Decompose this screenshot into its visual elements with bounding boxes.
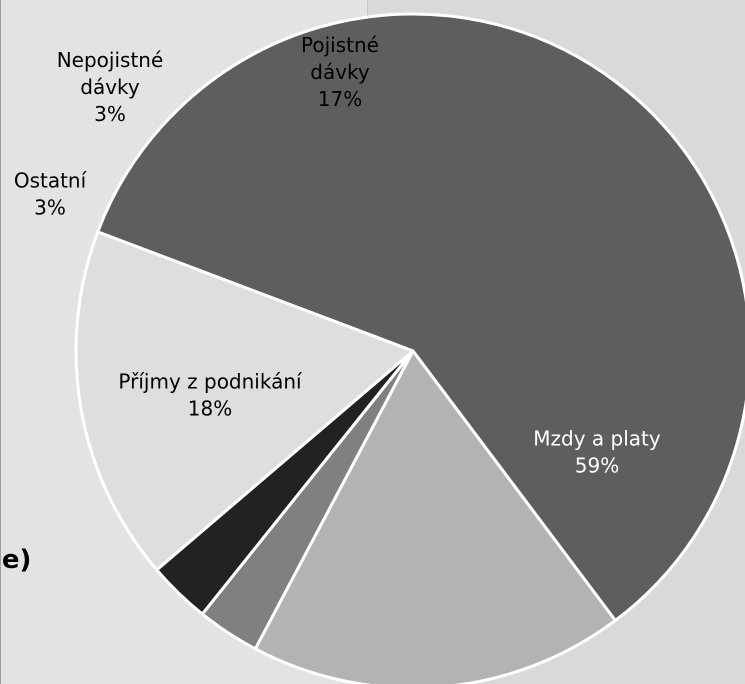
slice-percent-label: 17%	[318, 87, 362, 111]
slice-percent-label: 59%	[575, 454, 619, 478]
slice-percent-label: 18%	[188, 397, 232, 421]
slice-label: Pojistné dávky 17%	[301, 33, 379, 111]
left-border	[0, 0, 1, 684]
slice-label: Ostatní 3%	[14, 169, 88, 220]
clipped-heading-fragment: je)	[0, 545, 32, 575]
slice-percent-label: 3%	[94, 102, 126, 126]
slice-name-label: dávky	[310, 60, 370, 84]
slice-name-label: Nepojistné	[57, 48, 164, 72]
slice-label: Příjmy z podnikání 18%	[118, 370, 303, 421]
slice-label: Mzdy a platy 59%	[533, 427, 661, 478]
slice-name-label: Pojistné	[301, 33, 379, 57]
pie-slice	[74, 230, 415, 572]
slice-label: Nepojistné dávky 3%	[57, 48, 164, 126]
slice-name-label: Ostatní	[14, 169, 88, 193]
slice-percent-label: 3%	[34, 196, 66, 220]
slice-name-label: Příjmy z podnikání	[118, 370, 303, 394]
slice-name-label: Mzdy a platy	[533, 427, 661, 451]
pie-slice	[96, 12, 745, 622]
slice-name-label: dávky	[80, 75, 140, 99]
pie-slice	[253, 349, 617, 684]
